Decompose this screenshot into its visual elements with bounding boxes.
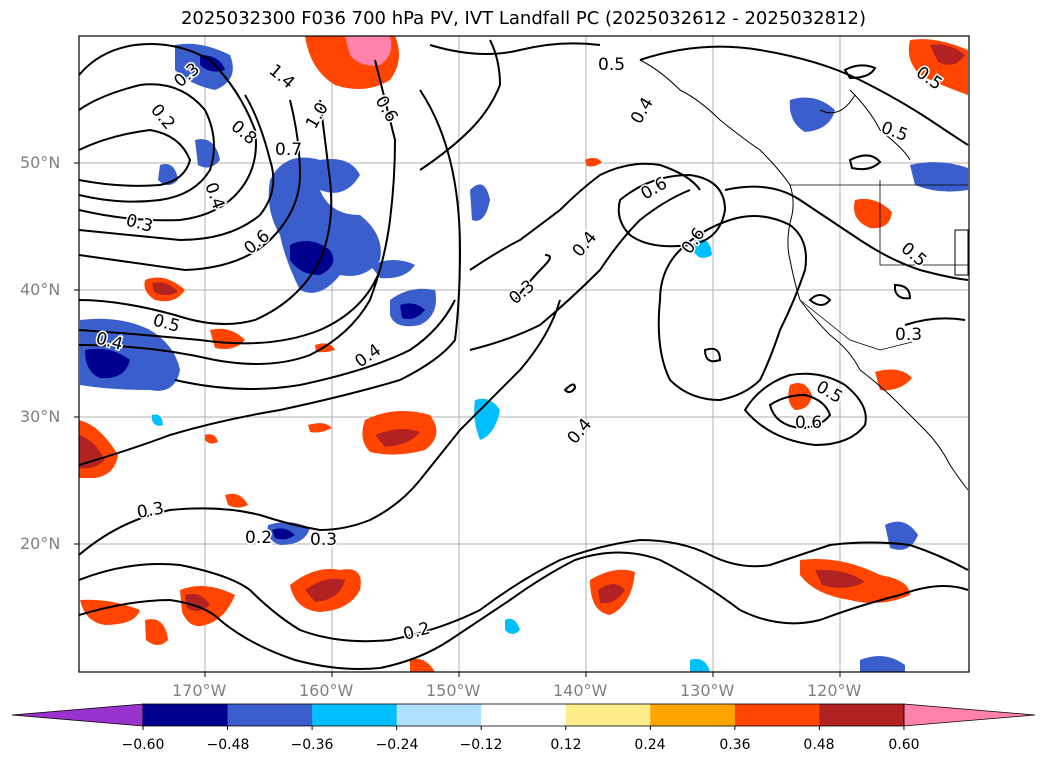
contour-label: 0.3 [310,530,337,550]
colorbar-segment [312,704,398,726]
colorbar-segment [143,704,229,726]
coastlines [639,59,969,491]
colorbar-extend-low [11,703,144,727]
colorbar-segment [396,704,482,726]
colorbar-tick: 0.36 [719,737,751,753]
lon-label-150: 150°W [426,681,481,700]
colorbar-segment [227,704,313,726]
contour-label: 0.3 [895,325,922,345]
pv-contours [79,39,969,670]
colorbar-tick: −0.36 [290,737,334,753]
colorbar-segment [734,704,820,726]
contour-labels: 0.50.30.21.40.61.00.80.70.40.30.60.60.40… [92,54,947,647]
map-frame [78,35,970,673]
colorbar [11,703,1036,730]
map-title: 2025032300 F036 700 hPa PV, IVT Landfall… [180,8,867,29]
colorbar-segment [819,704,905,726]
contour-label: 0.5 [598,55,625,75]
contour-label: 0.2 [245,528,272,548]
colorbar-tick: 0.24 [634,737,666,753]
lat-label-20: 20°N [20,534,61,553]
colorbar-tick: −0.12 [459,737,503,753]
lon-label-140: 140°W [553,681,608,700]
lon-label-160: 160°W [299,681,354,700]
lat-label-30: 30°N [20,407,61,426]
positive-ivt-shading [79,36,968,672]
negative-ivt-shading [80,43,968,672]
colorbar-segment [650,704,736,726]
colorbar-tick: 0.60 [888,737,920,753]
lon-label-170: 170°W [172,681,227,700]
colorbar-tick: −0.48 [206,737,250,753]
graticule [79,36,969,672]
contour-label: 0.3 [135,499,165,523]
contour-label: 0.6 [795,413,822,433]
colorbar-tick: −0.24 [375,737,419,753]
colorbar-segment [565,704,651,726]
lon-label-130: 130°W [680,681,735,700]
colorbar-tick: 0.48 [803,737,835,753]
contour-label: 0.7 [275,140,302,160]
lon-label-120: 120°W [807,681,862,700]
colorbar-tick: 0.12 [550,737,582,753]
colorbar-extend-high [903,703,1036,727]
colorbar-frame [142,703,905,727]
colorbar-tick: −0.60 [121,737,165,753]
colorbar-segment [481,704,567,726]
lat-label-50: 50°N [20,153,61,172]
lat-label-40: 40°N [20,280,61,299]
axis-ticks [74,162,841,677]
